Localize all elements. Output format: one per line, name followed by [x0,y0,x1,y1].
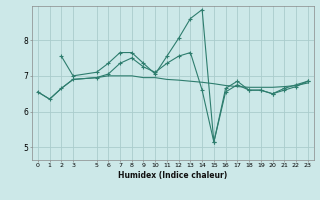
X-axis label: Humidex (Indice chaleur): Humidex (Indice chaleur) [118,171,228,180]
